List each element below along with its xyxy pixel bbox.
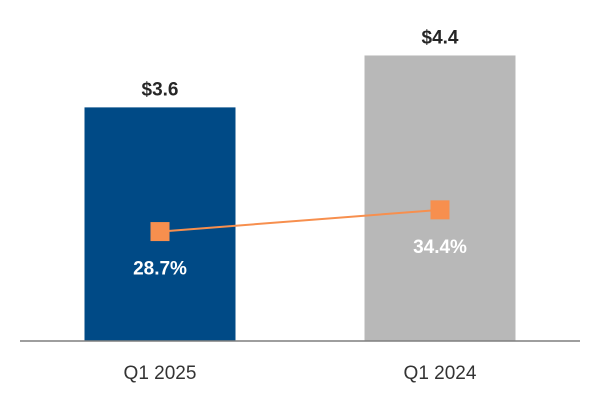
category-label-0: Q1 2025 — [124, 363, 197, 384]
overlay-series-line — [159, 208, 441, 233]
bars-layer — [84, 55, 516, 342]
overlay-marker-0 — [150, 222, 170, 242]
labels-layer: $3.6 Q1 2025 $4.4 Q1 2024 28.7% 34.4% — [124, 27, 477, 384]
overlay-line-layer — [150, 200, 450, 242]
overlay-value-label-0: 28.7% — [133, 259, 187, 280]
bar-value-label-0: $3.6 — [142, 79, 179, 100]
category-label-1: Q1 2024 — [404, 363, 477, 384]
overlay-value-label-1: 34.4% — [413, 237, 467, 258]
overlay-marker-1 — [430, 200, 450, 220]
bar-value-label-1: $4.4 — [422, 27, 459, 48]
bar-1 — [364, 55, 516, 342]
